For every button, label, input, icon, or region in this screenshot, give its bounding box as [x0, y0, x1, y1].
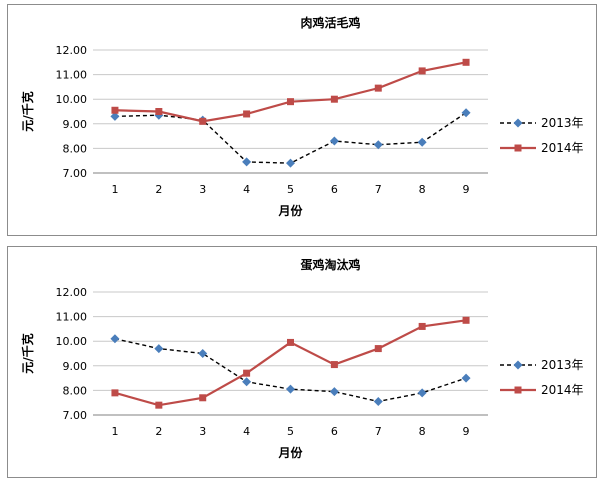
x-tick-label: 4 [243, 183, 250, 196]
data-point-square [287, 98, 294, 106]
data-point-square [462, 316, 470, 324]
data-point-square [374, 84, 382, 92]
legend-label: 2014年 [541, 141, 584, 155]
data-point-square [243, 110, 251, 118]
data-point-square [155, 108, 163, 115]
data-point-square [287, 338, 294, 346]
y-tick-label: 12.00 [56, 286, 88, 299]
y-tick-label: 7.00 [63, 409, 88, 422]
chart-title: 肉鸡活毛鸡 [300, 15, 360, 30]
x-tick-label: 4 [243, 425, 250, 438]
data-point-square [111, 389, 119, 397]
data-point-diamond [373, 140, 383, 150]
y-axis-label: 元/千克 [20, 333, 35, 373]
legend-label: 2013年 [541, 116, 584, 130]
data-point-diamond [242, 377, 252, 387]
data-point-square [199, 117, 207, 125]
legend-marker [514, 144, 522, 152]
legend-marker [513, 360, 523, 370]
y-tick-label: 8.00 [63, 142, 88, 155]
data-point-square [462, 58, 470, 66]
chart-title: 蛋鸡淘汰鸡 [300, 257, 360, 272]
data-point-diamond [417, 388, 427, 398]
data-point-square [418, 67, 426, 75]
data-point-square [374, 345, 382, 353]
y-axis-label: 元/千克 [20, 91, 35, 131]
x-tick-label: 2 [155, 183, 162, 196]
data-point-diamond [198, 349, 208, 358]
x-tick-label: 7 [375, 425, 382, 438]
data-point-square [155, 401, 163, 409]
chart-panel-layer: 蛋鸡淘汰鸡 7.00 8.00 9.00 10.00 11.00 12.00 1 2 3 4 5 6 7 8… [7, 246, 597, 478]
x-tick-label: 5 [287, 425, 294, 438]
y-tick-label: 8.00 [63, 384, 88, 397]
data-point-diamond [373, 396, 383, 406]
y-tick-label: 10.00 [56, 335, 88, 348]
x-tick-label: 2 [155, 425, 162, 438]
data-point-square [330, 95, 338, 103]
legend-label: 2013年 [541, 358, 584, 372]
y-tick-label: 9.00 [63, 118, 88, 131]
x-tick-label: 6 [331, 425, 338, 438]
data-point-diamond [286, 158, 295, 168]
x-tick-label: 5 [287, 183, 294, 196]
data-point-diamond [461, 373, 471, 383]
y-tick-label: 12.00 [56, 44, 88, 57]
legend-marker [514, 386, 522, 394]
data-point-square [111, 106, 119, 114]
x-tick-label: 9 [463, 425, 470, 438]
line-chart-layer: 蛋鸡淘汰鸡 7.00 8.00 9.00 10.00 11.00 12.00 1 2 3 4 5 6 7 8… [20, 257, 584, 460]
x-axis-label: 月份 [277, 445, 303, 460]
line-chart-broiler: 肉鸡活毛鸡 7.00 8.00 9.00 10.00 11.00 12.00 1 2 3 4 5 6 7 8… [20, 15, 584, 218]
y-tick-label: 9.00 [63, 360, 88, 373]
x-tick-label: 1 [111, 425, 118, 438]
series-line-a [114, 112, 467, 164]
data-point-diamond [110, 334, 120, 344]
x-tick-label: 8 [419, 425, 426, 438]
data-point-diamond [461, 108, 471, 118]
data-point-diamond [286, 384, 295, 394]
legend-marker [513, 118, 523, 128]
y-tick-label: 10.00 [56, 93, 88, 106]
data-point-square [330, 361, 338, 369]
data-point-square [243, 369, 251, 377]
data-point-square [199, 394, 207, 402]
legend-label: 2014年 [541, 383, 584, 397]
x-tick-label: 7 [375, 183, 382, 196]
y-tick-label: 11.00 [56, 311, 88, 324]
x-tick-label: 9 [463, 183, 470, 196]
series-line-b [114, 61, 467, 123]
data-point-diamond [242, 157, 252, 167]
x-tick-label: 3 [199, 183, 206, 196]
data-point-diamond [329, 136, 339, 146]
data-point-square [418, 322, 426, 330]
data-point-diamond [417, 137, 427, 147]
y-tick-label: 11.00 [56, 69, 88, 82]
x-axis-label: 月份 [277, 203, 303, 218]
x-tick-label: 1 [111, 183, 118, 196]
chart-panel-broiler: 肉鸡活毛鸡 7.00 8.00 9.00 10.00 11.00 12.00 1 2 3 4 5 6 7 8… [7, 4, 597, 236]
data-point-diamond [154, 344, 164, 354]
x-tick-label: 6 [331, 183, 338, 196]
y-tick-label: 7.00 [63, 167, 88, 180]
x-tick-label: 8 [419, 183, 426, 196]
data-point-diamond [329, 387, 339, 397]
data-point-diamond [110, 111, 120, 121]
x-tick-label: 3 [199, 425, 206, 438]
